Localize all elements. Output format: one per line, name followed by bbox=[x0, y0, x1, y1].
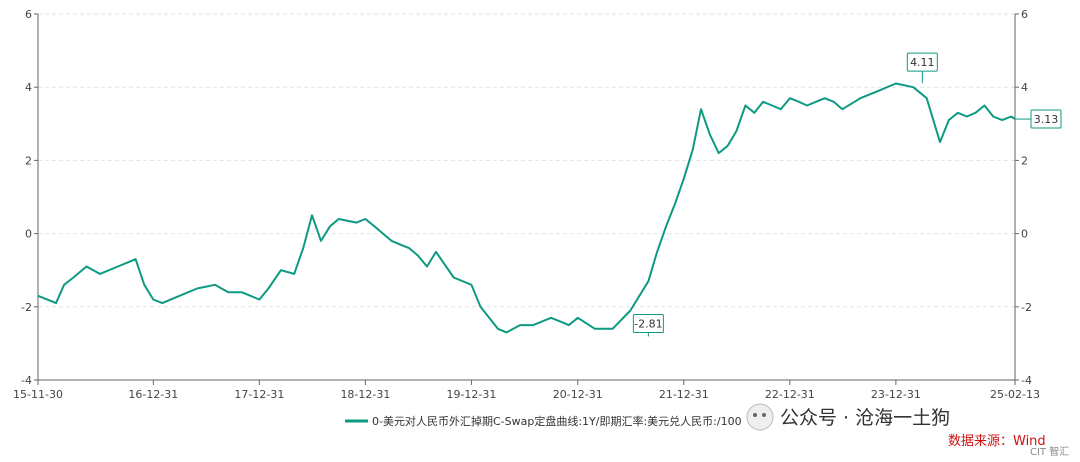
callout-box bbox=[632, 313, 664, 333]
watermark-text: 公众号 · 沧海一土狗 bbox=[780, 407, 950, 429]
annotation-callout: 4.11 bbox=[906, 52, 938, 84]
y-tick-label-right: 2 bbox=[1021, 154, 1028, 167]
y-tick-label-left: 6 bbox=[25, 8, 32, 21]
y-axis-right-labels: -4 -2 0 2 4 6 bbox=[1021, 8, 1032, 387]
annotation-callout: 3.13 bbox=[1015, 109, 1062, 129]
y-tick-label-right: -4 bbox=[1021, 374, 1032, 387]
x-tick-label: 25-02-13 bbox=[990, 388, 1040, 401]
wechat-eye-left bbox=[753, 413, 757, 417]
y-tick-label-left: -4 bbox=[21, 374, 32, 387]
x-tick-label: 15-11-30 bbox=[13, 388, 63, 401]
x-tick-label: 23-12-31 bbox=[871, 388, 921, 401]
series-layer bbox=[37, 82, 1016, 334]
wechat-eye-right bbox=[762, 413, 766, 417]
watermark: 公众号 · 沧海一土狗 数据来源：Wind CIT 智汇 bbox=[746, 403, 1069, 458]
x-axis-labels: 15-11-30 16-12-31 17-12-31 18-12-31 19-12-31… bbox=[13, 388, 1040, 401]
annotation-callout: -2.81 bbox=[632, 313, 664, 337]
x-tick-label: 21-12-31 bbox=[659, 388, 709, 401]
x-tick-label: 16-12-31 bbox=[128, 388, 178, 401]
wechat-icon bbox=[746, 403, 774, 431]
x-tick-label: 18-12-31 bbox=[340, 388, 390, 401]
y-tick-label-right: 0 bbox=[1021, 228, 1028, 241]
y-tick-label-left: 2 bbox=[25, 154, 32, 167]
x-tick-label: 20-12-31 bbox=[553, 388, 603, 401]
brand-logo-text: CIT 智汇 bbox=[1030, 445, 1069, 458]
x-tick-label: 17-12-31 bbox=[234, 388, 284, 401]
x-tick-label: 19-12-31 bbox=[446, 388, 496, 401]
x-tick-label: 22-12-31 bbox=[765, 388, 815, 401]
callout-label: 3.13 bbox=[1034, 113, 1059, 126]
y-tick-label-right: 4 bbox=[1021, 81, 1028, 94]
y-tick-label-right: -2 bbox=[1021, 301, 1032, 314]
data-source-text: 数据来源：Wind bbox=[948, 434, 1046, 449]
grid-lines bbox=[38, 13, 1015, 308]
y-tick-label-right: 6 bbox=[1021, 8, 1028, 21]
y-tick-label-left: -2 bbox=[21, 301, 32, 314]
y-tick-label-left: 0 bbox=[25, 228, 32, 241]
annotation-callouts: -2.81 4.11 3.13 bbox=[632, 52, 1062, 337]
callout-label: 4.11 bbox=[910, 56, 935, 69]
y-axis-left-labels: -4 -2 0 2 4 6 bbox=[21, 8, 32, 387]
legend-label: 0-美元对人民币外汇掉期C-Swap定盘曲线:1Y/即期汇率:美元兑人民币:/1… bbox=[372, 414, 742, 428]
axes bbox=[34, 13, 1019, 385]
y-tick-label-left: 4 bbox=[25, 81, 32, 94]
callout-box bbox=[906, 52, 938, 72]
callout-box bbox=[1030, 109, 1062, 129]
series-line bbox=[37, 82, 1016, 334]
legend[interactable]: 0-美元对人民币外汇掉期C-Swap定盘曲线:1Y/即期汇率:美元兑人民币:/1… bbox=[345, 414, 742, 428]
callout-label: -2.81 bbox=[634, 317, 662, 330]
